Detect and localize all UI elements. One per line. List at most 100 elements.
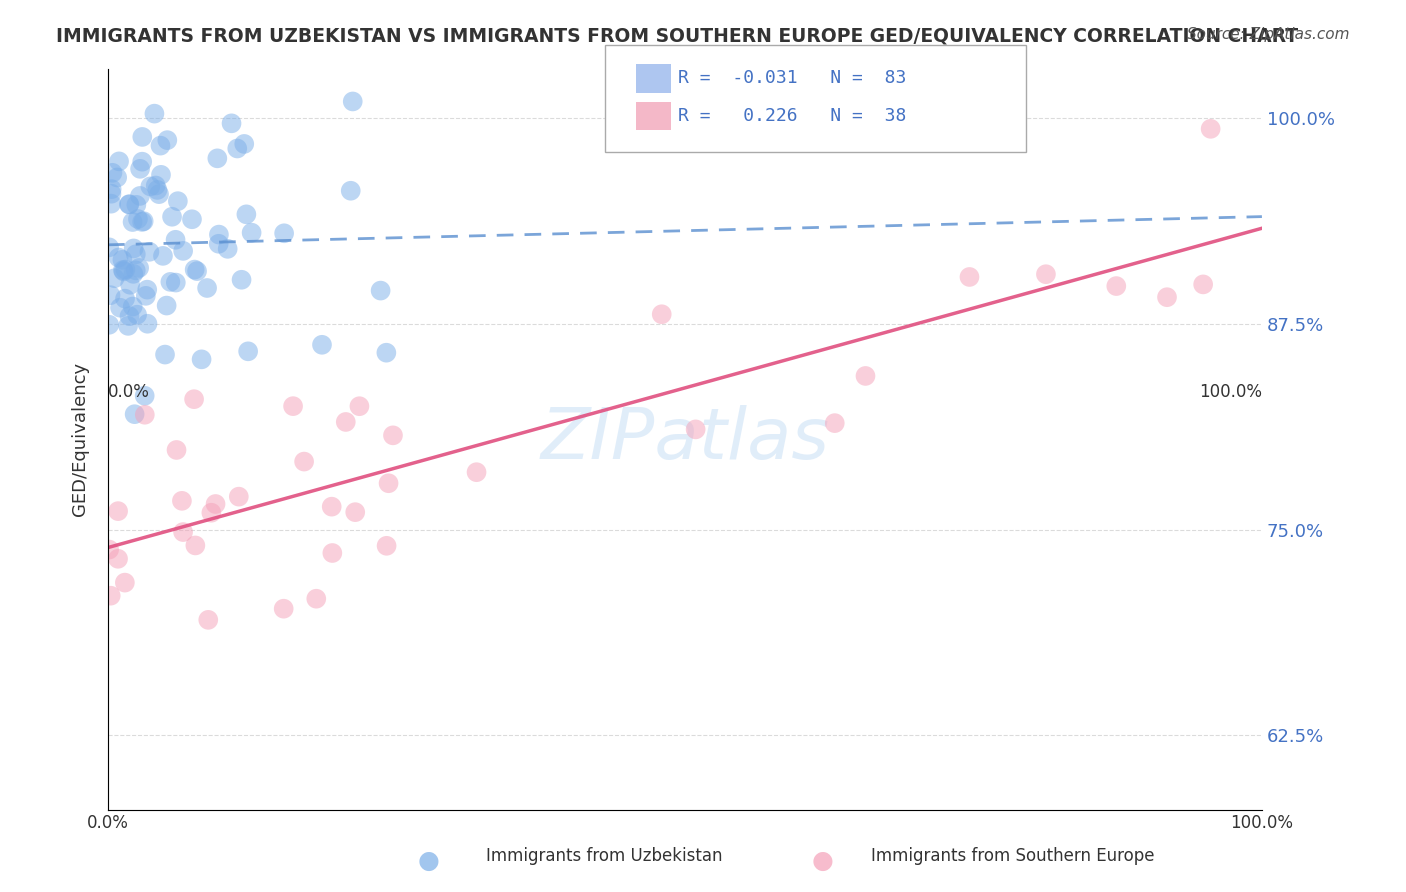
Text: Immigrants from Uzbekistan: Immigrants from Uzbekistan [486,847,723,865]
Immigrants from Uzbekistan [111,252,134,267]
Immigrants from Uzbekistan [131,154,153,169]
Immigrants from Uzbekistan [181,212,204,227]
Immigrants from Uzbekistan [131,215,153,229]
Immigrants from Southern Europe [166,442,188,457]
Immigrants from Uzbekistan [221,116,243,130]
Immigrants from Southern Europe [321,500,343,514]
Immigrants from Southern Europe [305,591,328,606]
Immigrants from Southern Europe [824,416,846,430]
Text: IMMIGRANTS FROM UZBEKISTAN VS IMMIGRANTS FROM SOUTHERN EUROPE GED/EQUIVALENCY CO: IMMIGRANTS FROM UZBEKISTAN VS IMMIGRANTS… [56,27,1298,45]
Immigrants from Uzbekistan [132,214,155,228]
Immigrants from Uzbekistan [233,136,256,151]
Immigrants from Uzbekistan [125,247,148,261]
Immigrants from Uzbekistan [231,273,253,287]
Immigrants from Uzbekistan [167,194,190,209]
Immigrants from Uzbekistan [148,187,170,202]
Immigrants from Uzbekistan [208,236,231,251]
Immigrants from Uzbekistan [375,345,398,359]
Immigrants from Uzbekistan [100,182,122,196]
Immigrants from Uzbekistan [98,318,121,332]
Text: 0.0%: 0.0% [108,384,150,401]
Immigrants from Uzbekistan [143,106,166,120]
Immigrants from Uzbekistan [311,338,333,352]
Immigrants from Uzbekistan [136,283,159,297]
Immigrants from Southern Europe [465,465,488,479]
Immigrants from Uzbekistan [160,210,183,224]
Immigrants from Uzbekistan [129,161,152,176]
Immigrants from Southern Europe [1192,277,1215,292]
Immigrants from Uzbekistan [190,352,212,367]
Immigrants from Southern Europe [107,551,129,566]
Immigrants from Southern Europe [184,538,207,552]
Immigrants from Southern Europe [1199,121,1222,136]
Immigrants from Uzbekistan [226,141,249,155]
Immigrants from Uzbekistan [370,284,392,298]
Immigrants from Uzbekistan [152,249,174,263]
Immigrants from Southern Europe [170,493,193,508]
Immigrants from Uzbekistan [236,344,259,359]
Immigrants from Uzbekistan [98,240,121,254]
Immigrants from Uzbekistan [114,262,136,277]
Immigrants from Southern Europe [1035,267,1057,281]
Immigrants from Uzbekistan [138,244,160,259]
Text: ●: ● [418,849,440,872]
Immigrants from Southern Europe [228,490,250,504]
Immigrants from Uzbekistan [127,308,149,322]
Immigrants from Uzbekistan [342,95,364,109]
Immigrants from Uzbekistan [114,292,136,306]
Immigrants from Uzbekistan [100,196,122,211]
Immigrants from Uzbekistan [135,289,157,303]
Immigrants from Uzbekistan [118,197,141,211]
Y-axis label: GED/Equivalency: GED/Equivalency [72,362,89,516]
Immigrants from Uzbekistan [273,227,295,241]
Text: R =  -0.031   N =  83: R = -0.031 N = 83 [678,69,905,87]
Immigrants from Uzbekistan [122,267,145,281]
Immigrants from Uzbekistan [120,277,142,292]
Immigrants from Southern Europe [183,392,205,407]
Immigrants from Uzbekistan [100,288,122,302]
Immigrants from Southern Europe [281,399,304,413]
Immigrants from Uzbekistan [217,242,239,256]
Text: ●: ● [811,849,834,872]
Immigrants from Uzbekistan [107,251,129,265]
Immigrants from Southern Europe [685,422,707,436]
Immigrants from Southern Europe [114,575,136,590]
Immigrants from Uzbekistan [129,189,152,203]
Immigrants from Southern Europe [377,476,399,491]
Immigrants from Southern Europe [172,524,194,539]
Immigrants from Southern Europe [375,539,398,553]
Immigrants from Southern Europe [321,546,343,560]
Immigrants from Uzbekistan [339,184,361,198]
Text: ZIPatlas: ZIPatlas [540,405,830,474]
Immigrants from Uzbekistan [172,244,194,258]
Immigrants from Uzbekistan [146,183,169,197]
Immigrants from Uzbekistan [103,271,125,285]
Text: Immigrants from Southern Europe: Immigrants from Southern Europe [870,847,1154,865]
Immigrants from Southern Europe [344,505,367,519]
Immigrants from Uzbekistan [118,197,141,211]
Immigrants from Uzbekistan [207,152,229,166]
Immigrants from Uzbekistan [235,207,257,221]
Immigrants from Uzbekistan [153,348,176,362]
Immigrants from Southern Europe [335,415,357,429]
Text: Source: ZipAtlas.com: Source: ZipAtlas.com [1187,27,1350,42]
Text: 100.0%: 100.0% [1199,384,1263,401]
Immigrants from Uzbekistan [165,276,187,290]
Immigrants from Uzbekistan [127,212,149,227]
Immigrants from Uzbekistan [131,129,153,144]
Immigrants from Southern Europe [959,269,981,284]
Immigrants from Uzbekistan [159,275,181,289]
Immigrants from Uzbekistan [195,281,218,295]
Immigrants from Uzbekistan [121,300,143,314]
Immigrants from Uzbekistan [108,301,131,315]
Immigrants from Southern Europe [200,506,222,520]
Immigrants from Uzbekistan [149,138,172,153]
Immigrants from Uzbekistan [121,215,143,229]
Immigrants from Southern Europe [273,601,295,615]
Immigrants from Southern Europe [292,454,315,468]
Immigrants from Southern Europe [204,497,226,511]
Immigrants from Uzbekistan [118,309,141,323]
Immigrants from Southern Europe [134,408,156,422]
Immigrants from Uzbekistan [111,263,134,277]
Immigrants from Uzbekistan [112,264,135,278]
